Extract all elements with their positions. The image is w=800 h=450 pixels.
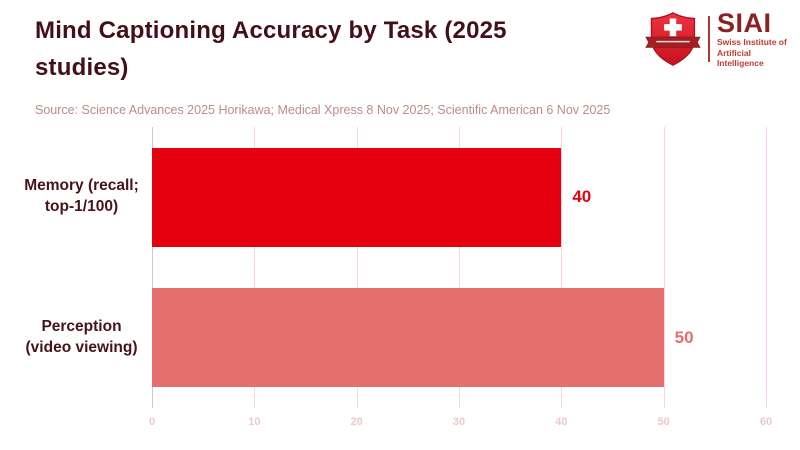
- logo-text: SIAI Swiss Institute of Artificial Intel…: [717, 10, 800, 69]
- siai-logo: SIAI Swiss Institute of Artificial Intel…: [645, 10, 800, 69]
- logo-divider: [707, 16, 710, 63]
- x-tick-label-40: 40: [555, 416, 568, 428]
- logo-acronym: SIAI: [716, 8, 772, 38]
- logo-subtitle-line1: Swiss Institute of: [716, 37, 787, 47]
- x-tick-label-0: 0: [148, 416, 156, 428]
- category-label-perception: Perception (video viewing): [25, 317, 138, 356]
- gridline-x-20: [356, 127, 358, 408]
- x-tick-label-30: 30: [452, 416, 466, 428]
- source-caption: Source: Science Advances 2025 Horikawa; …: [35, 103, 611, 117]
- gridline-x-30: [459, 127, 460, 408]
- gridline-x-50: [663, 127, 665, 408]
- swiss-shield-icon: [645, 12, 701, 67]
- bar-perception: [152, 288, 664, 388]
- x-tick-label-50: 50: [657, 416, 670, 428]
- x-tick-label-20: 20: [350, 416, 363, 428]
- category-label-memory: Memory (recall; top-1/100): [24, 177, 139, 216]
- gridline-x-10: [254, 127, 256, 408]
- gridline-x-40: [561, 127, 563, 408]
- bar-chart-plot-area: 40 50: [152, 127, 767, 408]
- page-title: Mind Captioning Accuracy by Task (2025 s…: [35, 17, 507, 82]
- bar-memory: [152, 147, 562, 247]
- logo-subtitle-line2: Artificial Intelligence: [716, 47, 764, 69]
- value-label-50: 50: [674, 327, 694, 347]
- x-tick-label-10: 10: [248, 416, 261, 428]
- x-tick-label-60: 60: [759, 416, 773, 428]
- axis-zero-line: [152, 127, 153, 408]
- gridline-x-60: [766, 127, 767, 408]
- value-label-40: 40: [572, 187, 592, 207]
